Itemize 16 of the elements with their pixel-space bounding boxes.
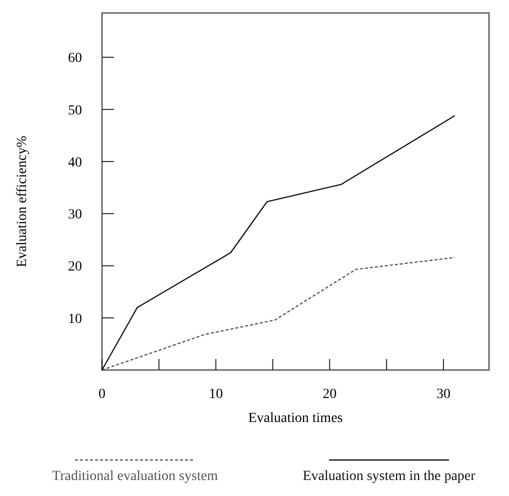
y-tick-label: 60 bbox=[68, 51, 82, 66]
x-axis-title: Evaluation times bbox=[248, 411, 343, 426]
y-tick-label: 50 bbox=[68, 103, 82, 118]
line-series bbox=[101, 256, 456, 371]
x-tick-label: 0 bbox=[98, 387, 106, 402]
y-axis-title: Evaluation efficiency% bbox=[15, 135, 30, 268]
x-tick-label: 20 bbox=[322, 387, 337, 402]
x-tick-label: 30 bbox=[436, 387, 450, 402]
text: Traditional evaluation system bbox=[52, 469, 218, 484]
y-tick-label: 10 bbox=[68, 312, 82, 327]
y-tick-label: 20 bbox=[68, 260, 82, 275]
line-series bbox=[101, 115, 456, 371]
text: Evaluation system in the paper bbox=[302, 469, 476, 484]
x-tick-label: 10 bbox=[208, 387, 223, 402]
y-tick-label: 40 bbox=[68, 155, 82, 170]
y-tick-label: 30 bbox=[68, 208, 82, 223]
